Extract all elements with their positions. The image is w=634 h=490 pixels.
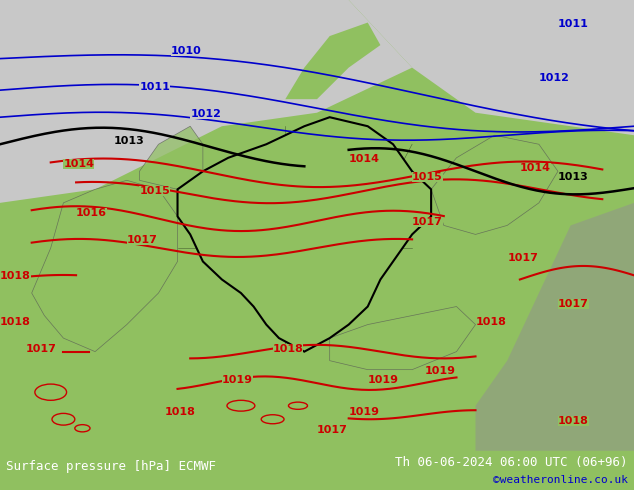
Text: Surface pressure [hPa] ECMWF: Surface pressure [hPa] ECMWF [6, 460, 216, 473]
Polygon shape [32, 180, 178, 352]
Text: 1018: 1018 [476, 317, 507, 326]
Polygon shape [476, 203, 634, 451]
Text: 1017: 1017 [558, 298, 589, 309]
Text: 1018: 1018 [0, 317, 31, 326]
Text: 1019: 1019 [349, 407, 380, 416]
Polygon shape [317, 0, 634, 135]
Text: 1014: 1014 [520, 163, 551, 173]
Polygon shape [0, 0, 412, 203]
Ellipse shape [52, 414, 75, 425]
Text: 1018: 1018 [0, 271, 31, 281]
Text: 1011: 1011 [558, 19, 589, 29]
Text: ©weatheronline.co.uk: ©weatheronline.co.uk [493, 475, 628, 485]
Text: 1018: 1018 [273, 343, 304, 354]
Text: 1010: 1010 [171, 46, 202, 56]
Text: 1014: 1014 [349, 154, 380, 164]
Text: 1018: 1018 [558, 416, 589, 426]
Ellipse shape [288, 402, 307, 409]
Text: 1013: 1013 [558, 172, 589, 182]
Text: Th 06-06-2024 06:00 UTC (06+96): Th 06-06-2024 06:00 UTC (06+96) [395, 456, 628, 469]
Ellipse shape [261, 415, 284, 424]
Polygon shape [330, 307, 476, 369]
Polygon shape [431, 135, 558, 234]
Text: 1017: 1017 [25, 343, 56, 354]
Text: 1019: 1019 [425, 366, 456, 376]
Ellipse shape [75, 425, 90, 432]
Ellipse shape [35, 384, 67, 400]
Text: 1017: 1017 [317, 425, 348, 435]
Text: 1019: 1019 [368, 375, 399, 385]
Text: 1018: 1018 [165, 407, 196, 416]
Polygon shape [139, 126, 203, 189]
Text: 1012: 1012 [539, 73, 570, 83]
Polygon shape [285, 23, 380, 99]
Ellipse shape [227, 400, 255, 411]
Text: 1015: 1015 [412, 172, 443, 182]
Text: 1016: 1016 [76, 208, 107, 219]
Text: 1014: 1014 [63, 159, 94, 169]
Text: 1019: 1019 [222, 375, 253, 385]
Text: 1017: 1017 [507, 253, 538, 264]
Text: 1011: 1011 [139, 82, 171, 92]
Text: 1017: 1017 [127, 235, 158, 245]
Polygon shape [178, 117, 431, 352]
Text: 1012: 1012 [190, 109, 221, 119]
Text: 1013: 1013 [114, 136, 145, 146]
Text: 1015: 1015 [139, 186, 171, 196]
Text: 1017: 1017 [412, 218, 443, 227]
